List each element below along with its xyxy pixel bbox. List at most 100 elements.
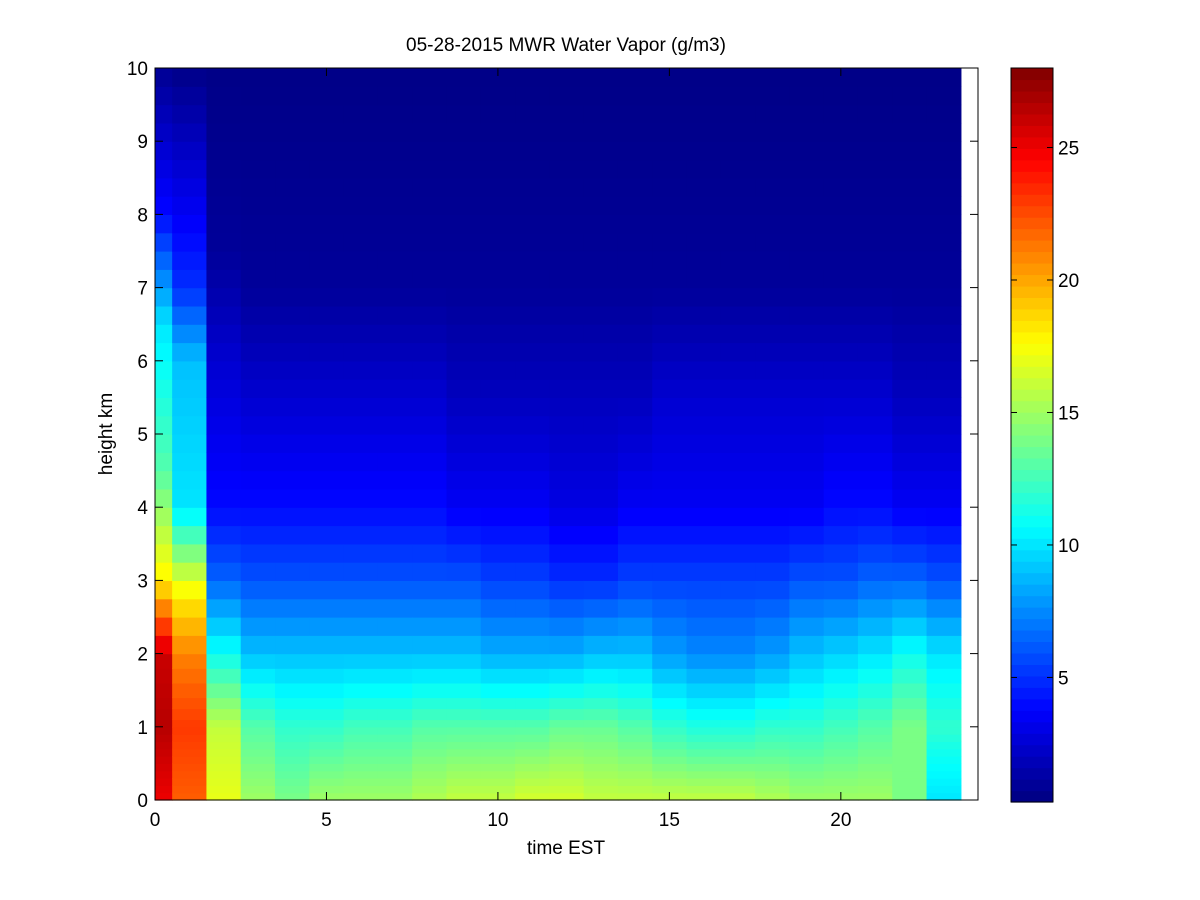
heatmap-cell bbox=[446, 360, 482, 380]
heatmap-cell bbox=[480, 598, 516, 618]
heatmap-cell bbox=[583, 635, 619, 655]
heatmap-cell bbox=[652, 653, 688, 669]
heatmap-cell bbox=[652, 741, 688, 750]
heatmap-cell bbox=[309, 719, 345, 728]
heatmap-cell bbox=[755, 734, 790, 743]
heatmap-cell bbox=[343, 196, 379, 215]
heatmap-cell bbox=[686, 177, 722, 197]
heatmap-cell bbox=[720, 525, 756, 545]
heatmap-cell bbox=[686, 580, 722, 600]
heatmap-cell bbox=[857, 708, 893, 721]
heatmap-cell bbox=[549, 104, 585, 124]
heatmap-cell bbox=[892, 159, 928, 179]
heatmap-cell bbox=[857, 342, 893, 362]
heatmap-cell bbox=[892, 748, 928, 757]
heatmap-cell bbox=[155, 635, 173, 655]
heatmap-cell bbox=[412, 122, 448, 142]
heatmap-cell bbox=[343, 763, 379, 772]
colorbar-segment bbox=[1011, 90, 1053, 104]
heatmap-cell bbox=[857, 580, 893, 600]
heatmap-cell bbox=[309, 741, 345, 750]
heatmap-cell bbox=[617, 617, 653, 636]
heatmap-cell bbox=[309, 562, 345, 581]
heatmap-cell bbox=[515, 770, 550, 779]
heatmap-cell bbox=[515, 741, 550, 750]
heatmap-cell bbox=[892, 360, 928, 380]
heatmap-cell bbox=[892, 68, 928, 87]
heatmap-cell bbox=[652, 305, 688, 325]
heatmap-cell bbox=[823, 598, 859, 618]
colorbar-segment bbox=[1011, 687, 1053, 700]
heatmap-cell bbox=[857, 452, 893, 472]
heatmap-cell bbox=[343, 488, 379, 508]
heatmap-cell bbox=[309, 342, 345, 362]
heatmap-cell bbox=[343, 778, 379, 786]
heatmap-cell bbox=[583, 488, 619, 508]
colorbar-frame bbox=[1010, 67, 1054, 803]
heatmap-cell bbox=[515, 580, 550, 600]
heatmap-cell bbox=[720, 617, 756, 636]
heatmap-cell bbox=[412, 756, 448, 764]
heatmap-cell bbox=[275, 251, 310, 270]
heatmap-cell bbox=[686, 251, 722, 270]
heatmap-cell bbox=[549, 159, 585, 179]
heatmap-cell bbox=[240, 778, 276, 786]
heatmap-cell bbox=[275, 379, 310, 398]
heatmap-cell bbox=[480, 653, 516, 669]
heatmap-cell bbox=[377, 104, 413, 124]
colorbar-tick-label: 5 bbox=[1058, 668, 1069, 689]
heatmap-cell bbox=[515, 668, 550, 684]
heatmap-cell bbox=[617, 580, 653, 600]
heatmap-cell bbox=[686, 792, 722, 801]
heatmap-cell bbox=[172, 415, 208, 435]
heatmap-cell bbox=[720, 196, 756, 215]
heatmap-cell bbox=[789, 708, 825, 721]
heatmap-cell bbox=[206, 697, 242, 710]
heatmap-cell bbox=[549, 668, 585, 684]
heatmap-cell bbox=[857, 525, 893, 545]
heatmap-cell bbox=[892, 342, 928, 362]
heatmap-cell bbox=[892, 196, 928, 215]
heatmap-cell bbox=[755, 68, 790, 87]
heatmap-cell bbox=[343, 682, 379, 699]
heatmap-cell bbox=[549, 452, 585, 472]
heatmap-cell bbox=[789, 159, 825, 179]
heatmap-cell bbox=[823, 68, 859, 87]
heatmap-cell bbox=[926, 562, 962, 581]
heatmap-cell bbox=[309, 778, 345, 786]
heatmap-cell bbox=[412, 269, 448, 289]
heatmap-cell bbox=[412, 580, 448, 600]
heatmap-cell bbox=[155, 397, 173, 417]
heatmap-cell bbox=[275, 682, 310, 699]
heatmap-cell bbox=[172, 543, 208, 563]
heatmap-cell bbox=[343, 507, 379, 527]
colorbar-segment bbox=[1011, 79, 1053, 92]
heatmap-cell bbox=[549, 324, 585, 344]
heatmap-cell bbox=[309, 617, 345, 636]
heatmap-cell bbox=[446, 324, 482, 344]
heatmap-cell bbox=[789, 287, 825, 307]
heatmap-cell bbox=[155, 778, 173, 786]
heatmap-cell bbox=[755, 785, 790, 794]
heatmap-cell bbox=[515, 708, 550, 721]
heatmap-cell bbox=[480, 562, 516, 581]
heatmap-cell bbox=[412, 653, 448, 669]
colorbar-segment bbox=[1011, 618, 1053, 631]
heatmap-cell bbox=[377, 452, 413, 472]
heatmap-cell bbox=[206, 470, 242, 490]
heatmap-cell bbox=[343, 415, 379, 435]
heatmap-cell bbox=[720, 397, 756, 417]
heatmap-cell bbox=[155, 719, 173, 728]
heatmap-cell bbox=[892, 232, 928, 252]
heatmap-cell bbox=[652, 470, 688, 490]
heatmap-cell bbox=[823, 196, 859, 215]
heatmap-cell bbox=[343, 305, 379, 325]
heatmap-cell bbox=[617, 525, 653, 545]
heatmap-cell bbox=[206, 196, 242, 215]
heatmap-cell bbox=[755, 360, 790, 380]
heatmap-cell bbox=[823, 562, 859, 581]
heatmap-cell bbox=[240, 269, 276, 289]
heatmap-cell bbox=[275, 756, 310, 764]
heatmap-cell bbox=[309, 470, 345, 490]
heatmap-cell bbox=[515, 778, 550, 786]
